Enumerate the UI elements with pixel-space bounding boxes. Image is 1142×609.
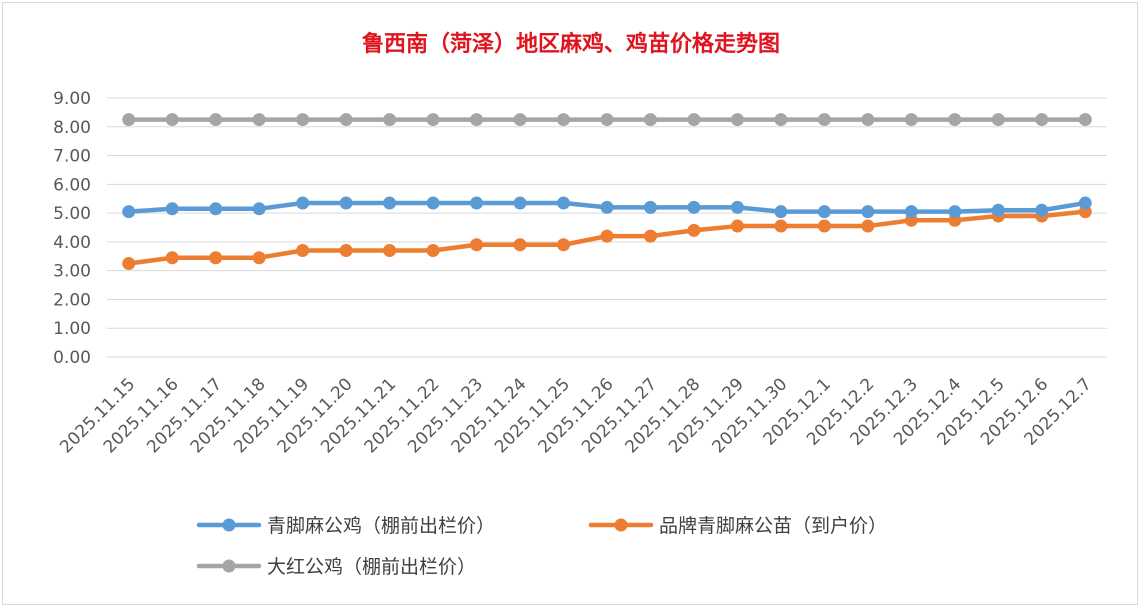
data-point — [426, 113, 440, 127]
legend-item: 品牌青脚麻公苗（到户价） — [588, 515, 887, 537]
data-point — [296, 196, 310, 210]
data-point — [774, 219, 788, 233]
data-point — [165, 251, 179, 265]
data-point — [730, 113, 744, 127]
data-point — [252, 113, 266, 127]
data-point — [904, 205, 918, 219]
data-point — [643, 200, 657, 214]
legend-marker — [614, 518, 628, 532]
data-point — [600, 229, 614, 243]
gridlines — [107, 97, 1107, 358]
legend-marker — [222, 518, 236, 532]
data-point — [687, 113, 701, 127]
data-point — [296, 244, 310, 258]
data-point — [774, 113, 788, 127]
data-point — [600, 113, 614, 127]
data-point — [1078, 196, 1092, 210]
data-point — [122, 256, 136, 270]
data-point — [557, 238, 571, 252]
data-point — [383, 244, 397, 258]
legend-label: 品牌青脚麻公苗（到户价） — [659, 515, 887, 537]
y-tick-label: 4.00 — [53, 233, 91, 253]
y-tick-label: 5.00 — [53, 204, 91, 224]
legend-label: 青脚麻公鸡（棚前出栏价） — [267, 515, 495, 537]
chart-title: 鲁西南（菏泽）地区麻鸡、鸡苗价格走势图 — [361, 31, 780, 57]
series-2 — [122, 113, 1092, 127]
data-point — [122, 205, 136, 219]
data-point — [339, 113, 353, 127]
data-point — [687, 223, 701, 237]
data-point — [817, 205, 831, 219]
data-point — [948, 113, 962, 127]
data-point — [165, 113, 179, 127]
data-point — [383, 113, 397, 127]
data-point — [383, 196, 397, 210]
data-point — [861, 219, 875, 233]
data-point — [209, 251, 223, 265]
data-point — [730, 200, 744, 214]
y-tick-label: 2.00 — [53, 290, 91, 310]
y-tick-label: 3.00 — [53, 262, 91, 282]
series-0 — [122, 196, 1092, 219]
series-group — [122, 113, 1092, 270]
data-point — [426, 244, 440, 258]
data-point — [948, 205, 962, 219]
data-point — [165, 202, 179, 216]
legend-item: 青脚麻公鸡（棚前出栏价） — [196, 515, 495, 537]
data-point — [730, 219, 744, 233]
data-point — [817, 113, 831, 127]
series-1 — [122, 205, 1092, 270]
data-point — [774, 205, 788, 219]
x-axis-ticks: 2025.11.152025.11.162025.11.172025.11.18… — [56, 374, 1095, 457]
data-point — [600, 200, 614, 214]
data-point — [513, 238, 527, 252]
data-point — [252, 202, 266, 216]
data-point — [1035, 113, 1049, 127]
y-tick-label: 9.00 — [53, 89, 91, 109]
data-point — [252, 251, 266, 265]
data-point — [209, 113, 223, 127]
y-axis-ticks: 0.00 1.00 2.00 3.00 4.00 5.00 6.00 7.00 8.00 9.00 — [53, 89, 91, 368]
y-tick-label: 6.00 — [53, 175, 91, 195]
data-point — [904, 113, 918, 127]
y-tick-label: 8.00 — [53, 118, 91, 138]
y-tick-label: 7.00 — [53, 147, 91, 167]
data-point — [470, 113, 484, 127]
legend-label: 大红公鸡（棚前出栏价） — [267, 556, 476, 578]
data-point — [122, 113, 136, 127]
data-point — [296, 113, 310, 127]
data-point — [470, 196, 484, 210]
y-tick-label: 1.00 — [53, 319, 91, 339]
data-point — [991, 113, 1005, 127]
data-point — [209, 202, 223, 216]
data-point — [470, 238, 484, 252]
data-point — [513, 196, 527, 210]
data-point — [513, 113, 527, 127]
data-point — [861, 205, 875, 219]
data-point — [339, 196, 353, 210]
data-point — [991, 203, 1005, 217]
legend-item: 大红公鸡（棚前出栏价） — [196, 556, 476, 578]
data-point — [557, 196, 571, 210]
data-point — [1035, 203, 1049, 217]
data-point — [426, 196, 440, 210]
data-point — [1078, 113, 1092, 127]
data-point — [643, 113, 657, 127]
data-point — [817, 219, 831, 233]
data-point — [339, 244, 353, 258]
data-point — [557, 113, 571, 127]
data-point — [643, 229, 657, 243]
y-tick-label: 0.00 — [53, 348, 91, 368]
data-point — [861, 113, 875, 127]
legend: 青脚麻公鸡（棚前出栏价） 品牌青脚麻公苗（到户价） 大红公鸡（棚前出栏价） — [196, 515, 887, 578]
legend-marker — [222, 559, 236, 573]
data-point — [687, 200, 701, 214]
chart-svg: 鲁西南（菏泽）地区麻鸡、鸡苗价格走势图 0.00 1.00 2.00 3.00 4.00… — [53, 31, 1107, 578]
